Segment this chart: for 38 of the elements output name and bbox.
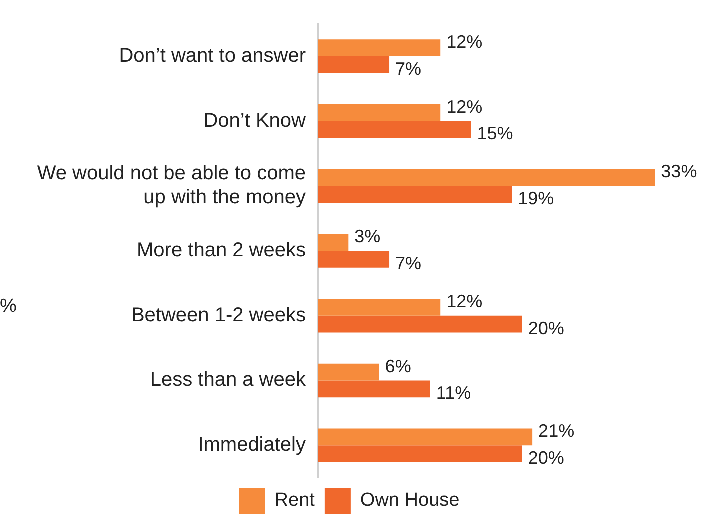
bar [318,316,522,333]
bar [318,104,441,122]
data-label: 15% [477,124,514,144]
data-label: 21% [538,421,575,442]
data-label: 6% [385,356,412,376]
text: % [0,296,17,317]
y-tick-label: We would not be able to come up with the money [37,162,306,209]
legend-label: Rent [274,490,316,512]
data-label: 12% [446,291,483,312]
bar [318,186,512,204]
legend-label: Own House [360,490,460,512]
bar [318,446,522,462]
y-tick-label: More than 2 weeks [137,240,306,262]
y-tick-label: Don’t want to answer [119,44,306,67]
y-tick-label: Between 1-2 weeks [131,304,306,326]
data-label: 20% [528,448,564,468]
data-label: 20% [528,318,564,338]
bar [318,428,533,446]
bar [318,169,656,186]
y-tick-label: Immediately [198,434,306,456]
data-label: 7% [396,58,422,79]
y-tick-label: Less than a week [150,369,307,392]
bar [318,298,441,316]
bar [318,234,349,251]
data-label: 7% [396,253,422,274]
y-tick-label: Don’t Know [204,110,307,132]
data-label: 33% [661,162,698,182]
bar [318,380,430,398]
bar [318,251,390,268]
data-label: 11% [436,383,472,404]
data-label: 12% [446,32,483,52]
data-label: 12% [446,96,483,117]
data-label: 3% [354,226,381,247]
bar [318,121,472,138]
bar [318,40,441,56]
data-label: 19% [518,188,554,209]
bar [318,56,390,74]
bar [318,364,380,381]
